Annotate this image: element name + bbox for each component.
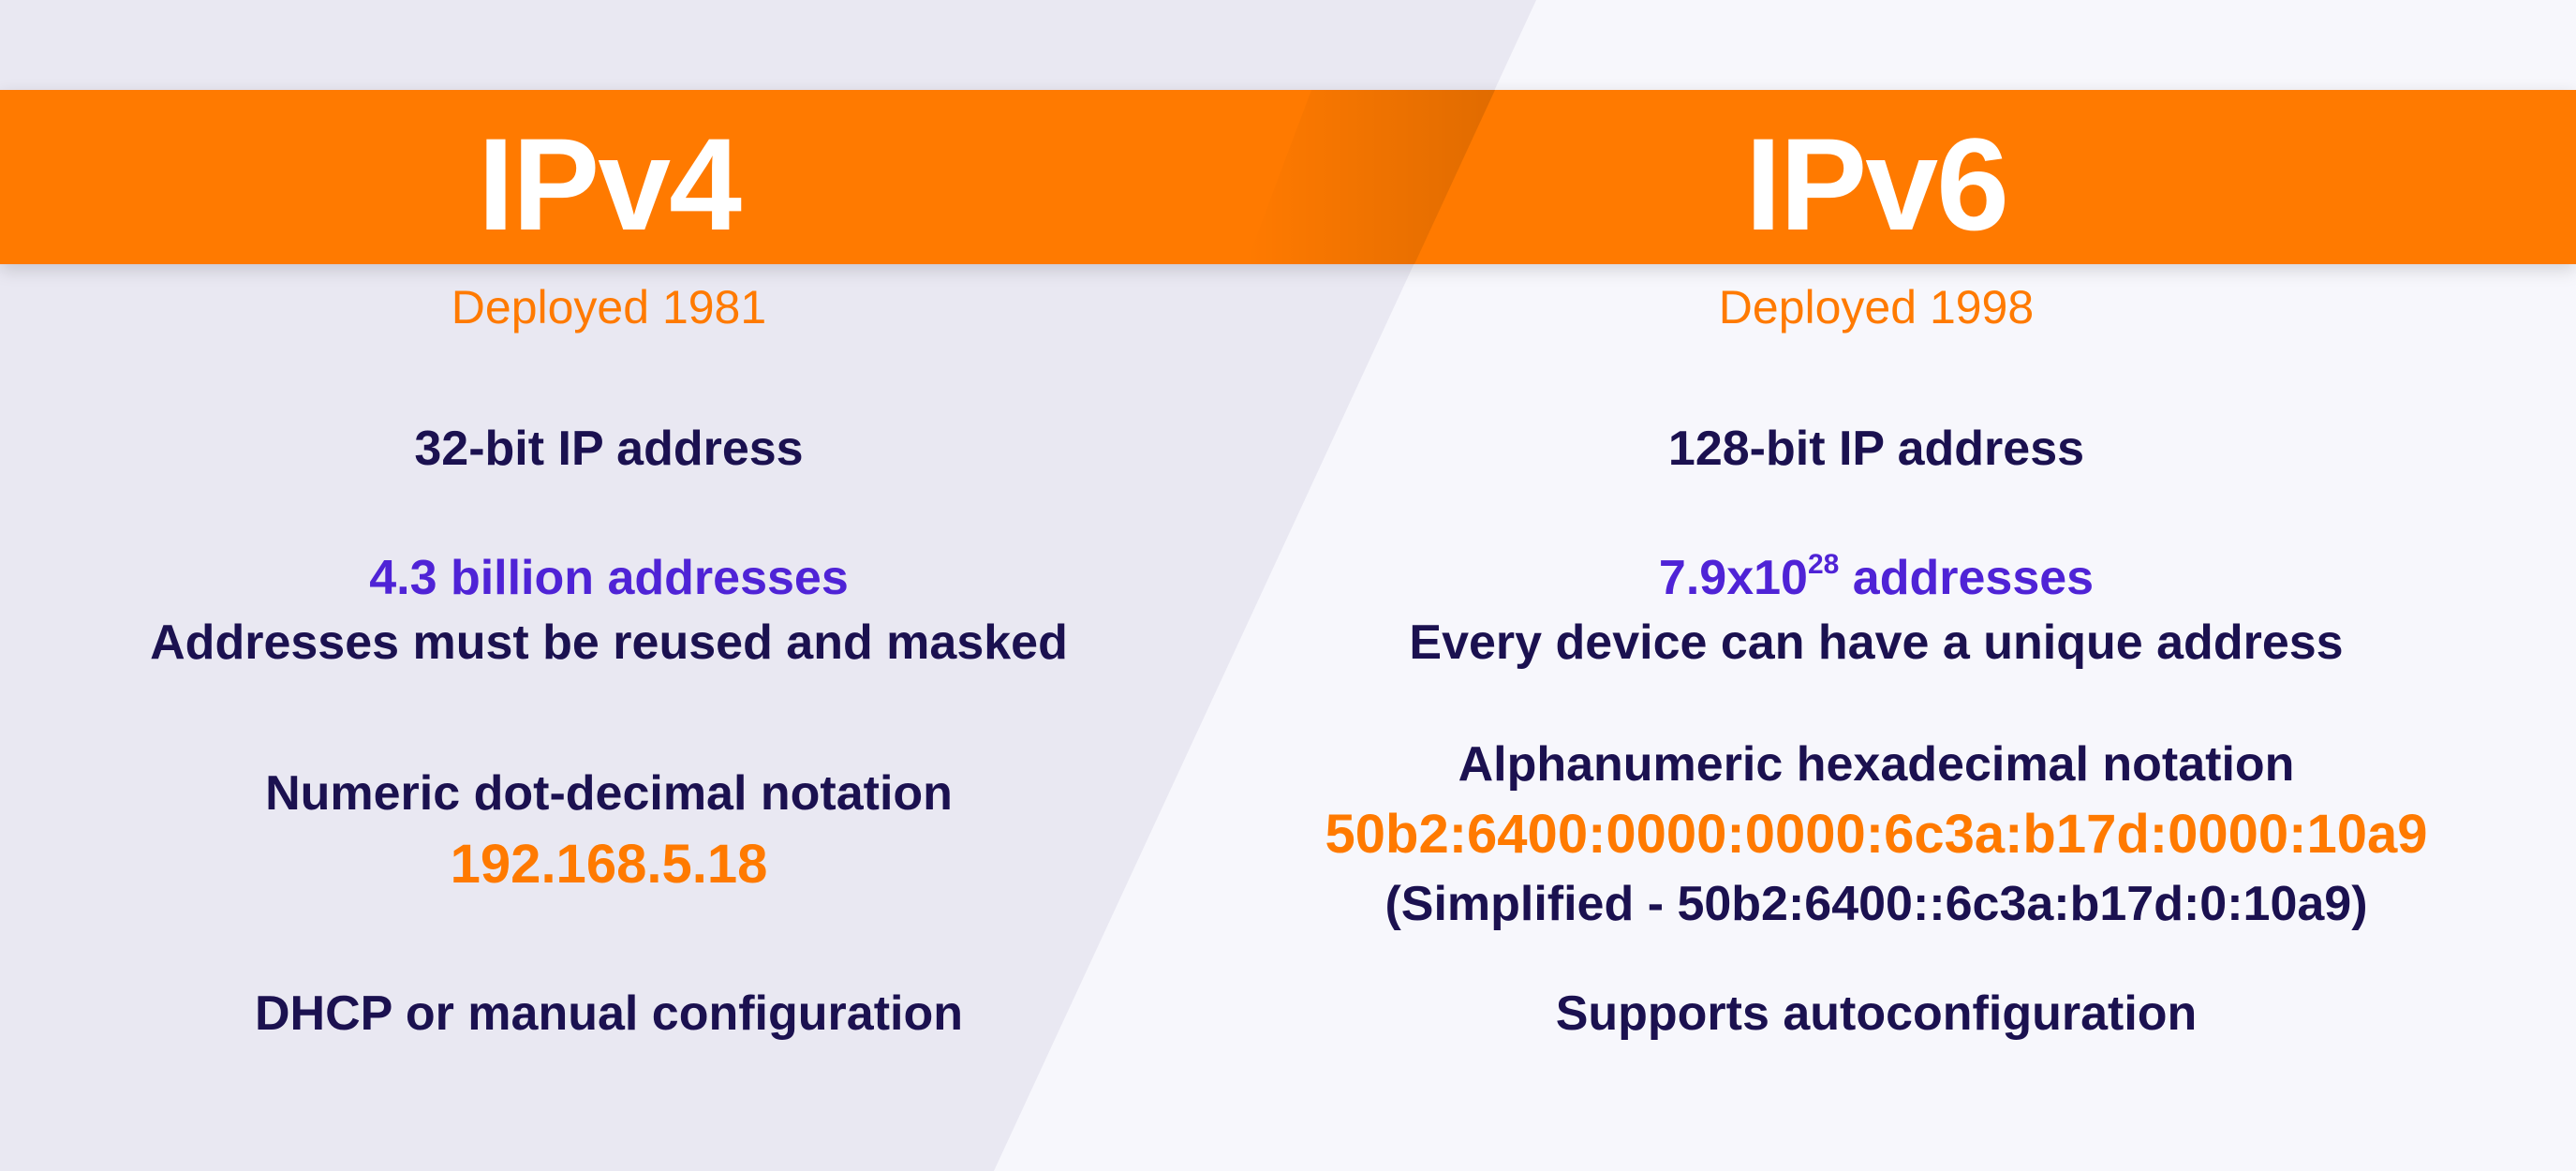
- ipv4-notation: Numeric dot-decimal notation: [265, 766, 953, 821]
- left-panel-bg: [0, 0, 1536, 1171]
- ipv6-bits: 128-bit IP address: [1667, 422, 2085, 476]
- ipv4-title: IPv4: [478, 111, 742, 258]
- ipv6-simplified: (Simplified - 50b2:6400::6c3a:b17d:0:10a…: [1384, 877, 2368, 931]
- ipv6-count-exponent: 28: [1807, 549, 1840, 580]
- ipv4-example: 192.168.5.18: [450, 834, 768, 895]
- ipv4-count: 4.3 billion addresses: [369, 551, 849, 605]
- ipv4-bits: 32-bit IP address: [414, 422, 804, 476]
- ipv6-count-note: Every device can have a unique address: [1409, 615, 2344, 670]
- ipv4-config: DHCP or manual configuration: [255, 986, 963, 1041]
- ipv4-deployed: Deployed 1981: [451, 281, 767, 334]
- ipv4-count-note: Addresses must be reused and masked: [150, 615, 1068, 670]
- ipv6-config: Supports autoconfiguration: [1555, 986, 2198, 1041]
- ipv6-title: IPv6: [1745, 111, 2009, 258]
- ipv6-deployed: Deployed 1998: [1718, 281, 2035, 334]
- ipv6-count-suffix: addresses: [1839, 551, 2095, 605]
- ipv6-count-base: 7.9x10: [1658, 551, 1808, 605]
- band-diagonal-shade: [1246, 90, 1495, 264]
- ipv6-example: 50b2:6400:0000:0000:6c3a:b17d:0000:10a9: [1325, 804, 2428, 865]
- ipv6-count: 7.9x1028 addresses: [1267, 549, 2485, 607]
- ipv6-notation: Alphanumeric hexadecimal notation: [1458, 737, 2295, 792]
